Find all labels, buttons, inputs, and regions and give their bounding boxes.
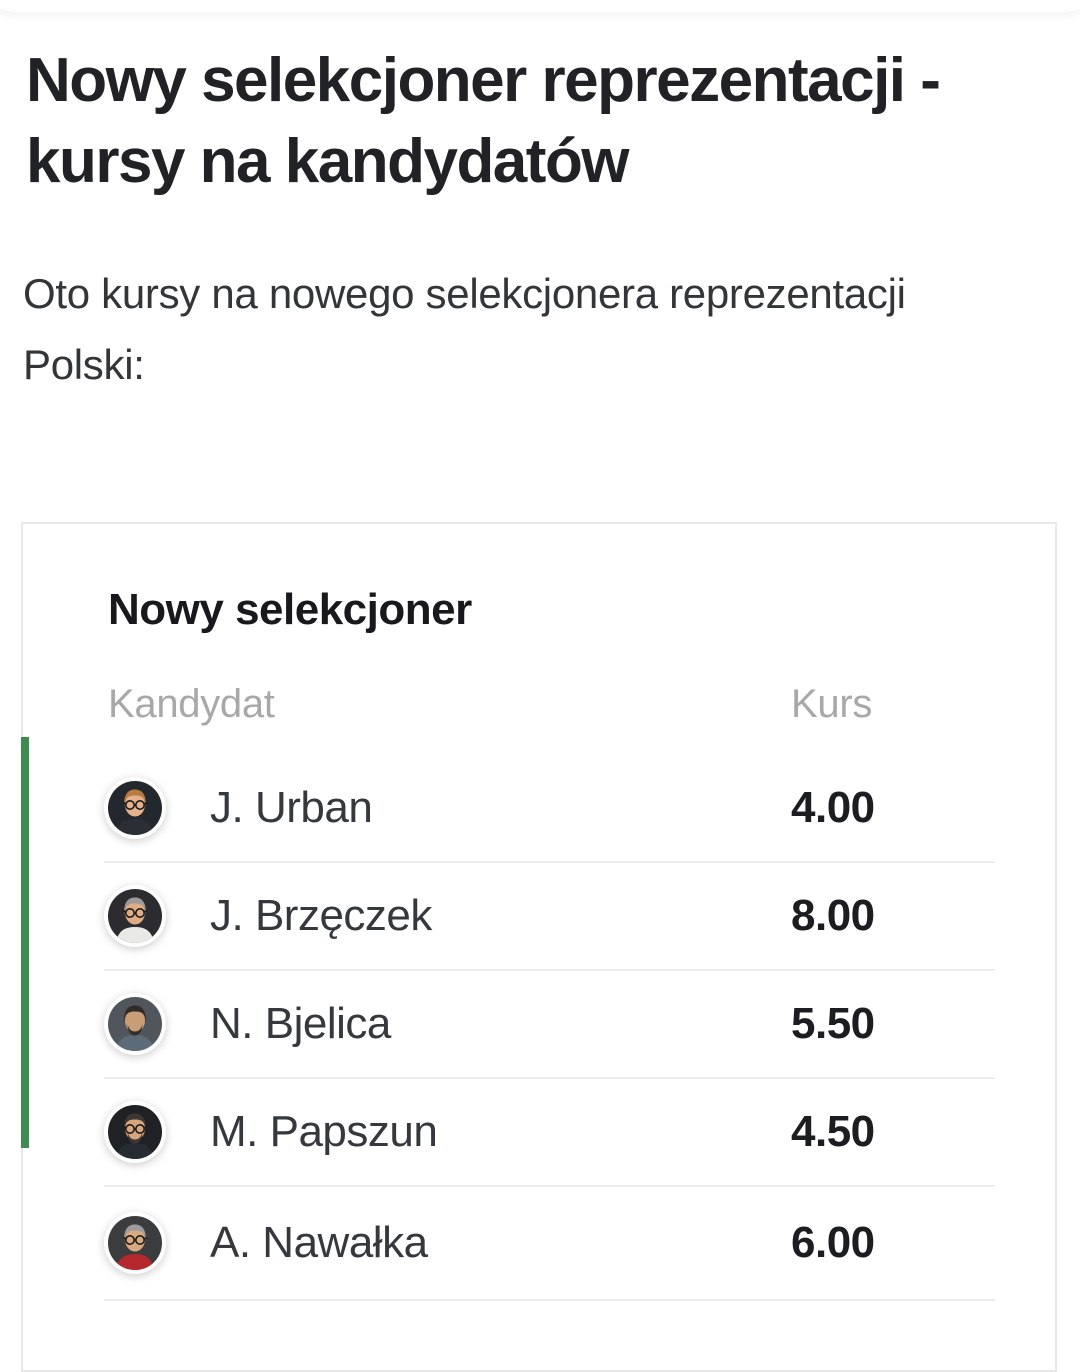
candidate-name: J. Urban [210,783,373,832]
page-title: Nowy selekcjoner reprezentacji - kursy n… [26,46,941,196]
odds-value: 4.50 [791,1107,875,1156]
odds-row[interactable]: A. Nawałka 6.00 [104,1187,995,1301]
candidate-name: J. Brzęczek [210,891,432,940]
accent-scrollbar[interactable] [21,737,29,1148]
candidate-avatar [104,1212,166,1274]
person-photo-icon [108,1105,162,1159]
column-header-odds: Kurs [791,682,873,726]
odds-row[interactable]: J. Urban 4.00 [104,755,995,863]
candidate-avatar [104,1101,166,1163]
candidate-name: N. Bjelica [210,999,391,1048]
odds-value: 6.00 [791,1218,875,1267]
person-photo-icon [108,1216,162,1270]
candidate-name: A. Nawałka [210,1218,428,1267]
widget-title: Nowy selekcjoner [108,585,472,634]
person-photo-icon [108,781,162,835]
column-headers: Kandydat Kurs [108,684,995,724]
odds-row[interactable]: N. Bjelica 5.50 [104,971,995,1079]
candidate-avatar [104,993,166,1055]
top-shadow-arc [0,0,1080,12]
odds-value: 5.50 [791,999,875,1048]
odds-widget: Nowy selekcjoner Kandydat Kurs J [21,522,1057,1372]
odds-value: 4.00 [791,783,875,832]
candidate-avatar [104,885,166,947]
candidate-name: M. Papszun [210,1107,438,1156]
candidate-avatar [104,777,166,839]
intro-text: Oto kursy na nowego selekcjonera repreze… [23,270,906,388]
odds-row[interactable]: M. Papszun 4.50 [104,1079,995,1187]
odds-value: 8.00 [791,891,875,940]
column-header-candidate: Kandydat [108,682,275,726]
odds-row[interactable]: J. Brzęczek 8.00 [104,863,995,971]
person-photo-icon [108,997,162,1051]
person-photo-icon [108,889,162,943]
odds-list: J. Urban 4.00 J. Brzęczek 8.00 [104,755,995,1301]
